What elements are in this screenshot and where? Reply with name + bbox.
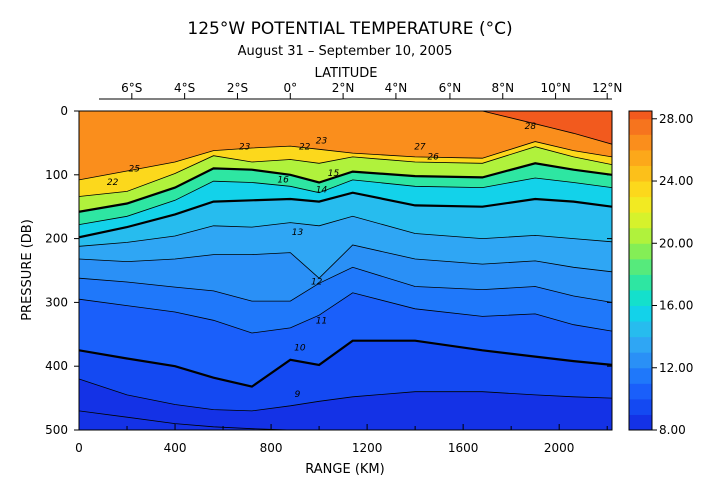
fill-above-isotherm-26 [79, 111, 612, 180]
colorbar-swatch [629, 165, 652, 182]
x-tick-label: 1600 [448, 441, 479, 455]
contour-label: 16 [277, 175, 289, 185]
colorbar-swatch [629, 149, 652, 166]
y-tick-label: 400 [45, 359, 68, 373]
y-tick-label: 0 [60, 104, 68, 118]
contour-label: 12 [311, 278, 323, 288]
isotherm-13 [79, 244, 612, 279]
isotherm-20 [79, 162, 612, 213]
y-tick-label: 500 [45, 423, 68, 437]
contour-label: 25 [128, 165, 140, 175]
isotherm-23 [79, 146, 612, 197]
lat-tick-label: 4°N [385, 81, 408, 95]
isotherm-9 [79, 378, 612, 412]
colorbar-tick-label: 28.00 [659, 112, 693, 126]
contour-label: 10 [294, 343, 306, 353]
colorbar-swatch [629, 321, 652, 338]
colorbar-swatch [629, 336, 652, 353]
contour-label: 27 [414, 142, 426, 152]
fill-above-isotherm-28 [79, 111, 612, 145]
isotherm-17 [79, 177, 612, 225]
colorbar-swatch [629, 196, 652, 213]
isotherm-8 [79, 410, 612, 430]
isotherm-15 [79, 191, 612, 239]
plot-frame [78, 110, 613, 431]
x-tick-label: 400 [164, 441, 187, 455]
chart-title: 125°W POTENTIAL TEMPERATURE (°C) [187, 19, 512, 39]
colorbar-swatch [629, 352, 652, 369]
contour-label: 22 [107, 178, 119, 188]
contour-label: 13 [292, 228, 304, 238]
contour-label: 28 [525, 122, 537, 132]
y-axis-ticks: 0 100 200 300 400 500 [45, 104, 612, 437]
colorbar-swatch [629, 258, 652, 275]
colorbar-tick-label: 16.00 [659, 299, 693, 313]
colorbar-swatch [629, 227, 652, 244]
colorbar-swatch [629, 274, 652, 291]
latitude-ticks: 6°S 4°S 2°S 0° 2°N 4°N 6°N 8°N 10°N 12°N [99, 81, 622, 100]
isotherm-contours [79, 111, 612, 430]
contour-label: 14 [316, 186, 328, 196]
contour-label: 11 [316, 316, 327, 326]
colorbar-tick-label: 12.00 [659, 361, 693, 375]
colorbar-swatch [629, 111, 652, 120]
isotherm-26 [79, 141, 612, 181]
y-tick-label: 100 [45, 168, 68, 182]
x-tick-label: 2000 [544, 441, 575, 455]
colorbar-swatch [629, 118, 652, 135]
y-axis-label: PRESSURE (DB) [20, 219, 35, 321]
isotherm-14 [79, 215, 612, 247]
colorbar-swatch [629, 383, 652, 400]
colorbar-ticks: 8.00 12.00 16.00 20.00 24.00 28.00 [652, 112, 693, 437]
colorbar-swatch [629, 414, 652, 431]
isotherm-11 [79, 292, 612, 334]
contour-label: 22 [299, 142, 311, 152]
contour-label: 23 [316, 137, 328, 147]
colorbar-swatches [629, 111, 652, 431]
colorbar-swatch [629, 181, 652, 198]
contour-label: 15 [328, 169, 340, 179]
colorbar-swatch [629, 134, 652, 151]
lat-tick-label: 10°N [540, 81, 570, 95]
colorbar-swatch [629, 289, 652, 307]
lat-tick-label: 6°S [121, 81, 142, 95]
lat-tick-label: 4°S [174, 81, 195, 95]
lat-tick-label: 6°N [439, 81, 462, 95]
lat-tick-label: 2°N [332, 81, 355, 95]
lat-tick-label: 2°S [227, 81, 248, 95]
colorbar-tick-label: 20.00 [659, 236, 693, 250]
colorbar: 8.00 12.00 16.00 20.00 24.00 28.00 [628, 110, 693, 437]
x-tick-label: 800 [260, 441, 283, 455]
top-axis-label: LATITUDE [315, 66, 378, 81]
x-axis-label: RANGE (KM) [305, 462, 384, 477]
colorbar-tick-label: 8.00 [659, 423, 686, 437]
x-axis-ticks: 0 400 800 1200 1600 2000 [75, 424, 608, 455]
isotherm-10 [79, 339, 612, 388]
isotherm-28 [79, 111, 612, 145]
colorbar-tick-label: 24.00 [659, 174, 693, 188]
colorbar-swatch [629, 367, 652, 384]
y-tick-label: 200 [45, 232, 68, 246]
y-tick-label: 300 [45, 295, 68, 309]
chart-subtitle: August 31 – September 10, 2005 [238, 44, 453, 59]
colorbar-swatch [629, 212, 652, 229]
colorbar-frame [628, 110, 653, 431]
lat-tick-label: 12°N [592, 81, 622, 95]
contour-label: 9 [295, 390, 301, 400]
x-tick-label: 1200 [352, 441, 383, 455]
colorbar-swatch [629, 243, 652, 260]
lat-tick-label: 0° [283, 81, 297, 95]
contour-label: 23 [239, 142, 251, 152]
x-tick-label: 0 [75, 441, 83, 455]
colorbar-swatch [629, 398, 652, 415]
contour-label: 26 [427, 152, 439, 162]
colorbar-swatch [629, 305, 652, 322]
isotherm-12 [79, 266, 612, 303]
lat-tick-label: 8°N [491, 81, 514, 95]
